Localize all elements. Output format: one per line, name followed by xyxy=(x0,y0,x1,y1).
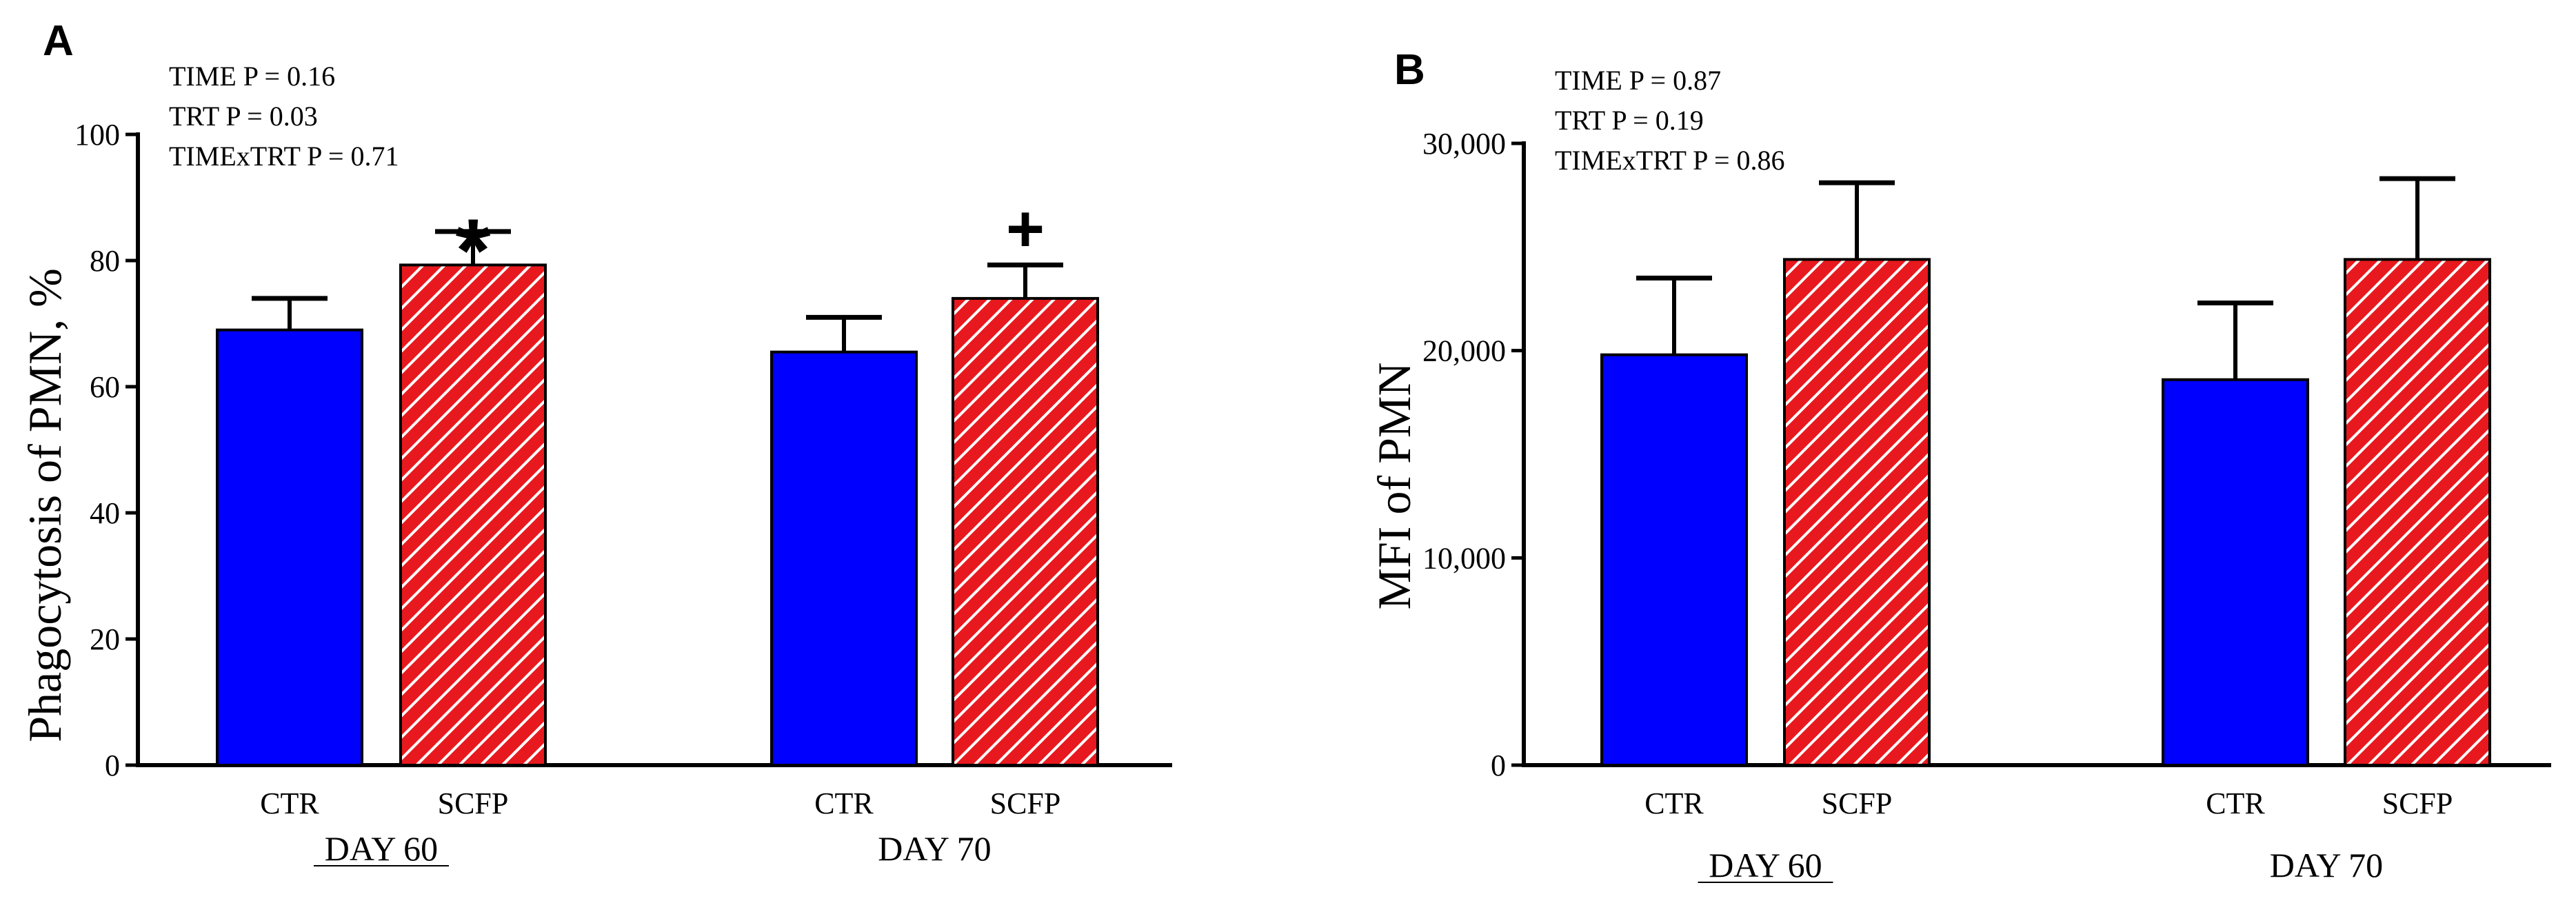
panel-b-bar-ctr xyxy=(1600,353,1748,767)
panel-a-y-tick-label: 80 xyxy=(90,244,120,278)
panel-b-stat-time: TIME P = 0.87 xyxy=(1555,65,1721,96)
panel-b-y-tick-label: 0 xyxy=(1491,749,1506,782)
panel-b-stat-trt: TRT P = 0.19 xyxy=(1555,105,1704,136)
panel-b: B TIME P = 0.87 TRT P = 0.19 TIMExTRT P … xyxy=(1368,46,2551,884)
panel-a-y-tick-label: 20 xyxy=(90,622,120,656)
panel-a-significance-marker: * xyxy=(456,200,491,301)
panel-b-stat-interaction: TIMExTRT P = 0.86 xyxy=(1555,145,1785,176)
panel-b-category-label: CTR xyxy=(2206,787,2265,820)
panel-a-y-axis-label: Phagocytosis of PMN, % xyxy=(19,268,71,742)
panel-a-category-label: CTR xyxy=(814,787,874,820)
panel-b-bar-ctr xyxy=(2162,378,2309,767)
panel-b-y-axis-label: MFI of PMN xyxy=(1368,363,1420,610)
panel-a-category-label: SCFP xyxy=(990,787,1061,820)
panel-a-y-tick-label: 40 xyxy=(90,496,120,530)
panel-a-category-label: SCFP xyxy=(438,787,509,820)
panel-a-y-tick-label: 100 xyxy=(74,118,120,152)
panel-a-bar-ctr xyxy=(216,328,363,767)
panel-b-category-label: SCFP xyxy=(1822,787,1893,820)
panel-a-group-label: DAY 60 xyxy=(325,829,438,868)
panel-b-y-tick-label: 20,000 xyxy=(1422,334,1506,368)
panel-a-group-label: DAY 70 xyxy=(878,829,991,868)
panel-b-group-label: DAY 60 xyxy=(1709,846,1822,884)
panel-a-stat-interaction: TIMExTRT P = 0.71 xyxy=(169,141,399,172)
panel-b-group-label: DAY 70 xyxy=(2270,846,2383,884)
panel-b-bar-scfp xyxy=(2344,258,2491,767)
panel-b-y-tick-label: 10,000 xyxy=(1422,541,1506,575)
panel-b-y-tick-label: 30,000 xyxy=(1422,127,1506,161)
panel-a-stat-trt: TRT P = 0.03 xyxy=(169,101,318,132)
panel-b-category-label: SCFP xyxy=(2382,787,2453,820)
panel-b-label: B xyxy=(1394,46,1425,94)
panel-a-bar-scfp xyxy=(399,263,547,767)
panel-b-category-label: CTR xyxy=(1644,787,1704,820)
panel-a-stat-time: TIME P = 0.16 xyxy=(169,61,335,92)
panel-a-y-tick-label: 60 xyxy=(90,370,120,404)
panel-a: A TIME P = 0.16 TRT P = 0.03 TIMExTRT P … xyxy=(19,17,1172,868)
panel-a-bar-ctr xyxy=(770,350,918,767)
panel-b-bar-scfp xyxy=(1783,258,1931,767)
panel-a-category-label: CTR xyxy=(260,787,319,820)
panel-a-label: A xyxy=(43,17,74,65)
panel-a-significance-marker: + xyxy=(1006,192,1045,265)
panel-a-y-tick-label: 0 xyxy=(105,749,120,782)
panel-a-bar-scfp xyxy=(952,296,1099,767)
